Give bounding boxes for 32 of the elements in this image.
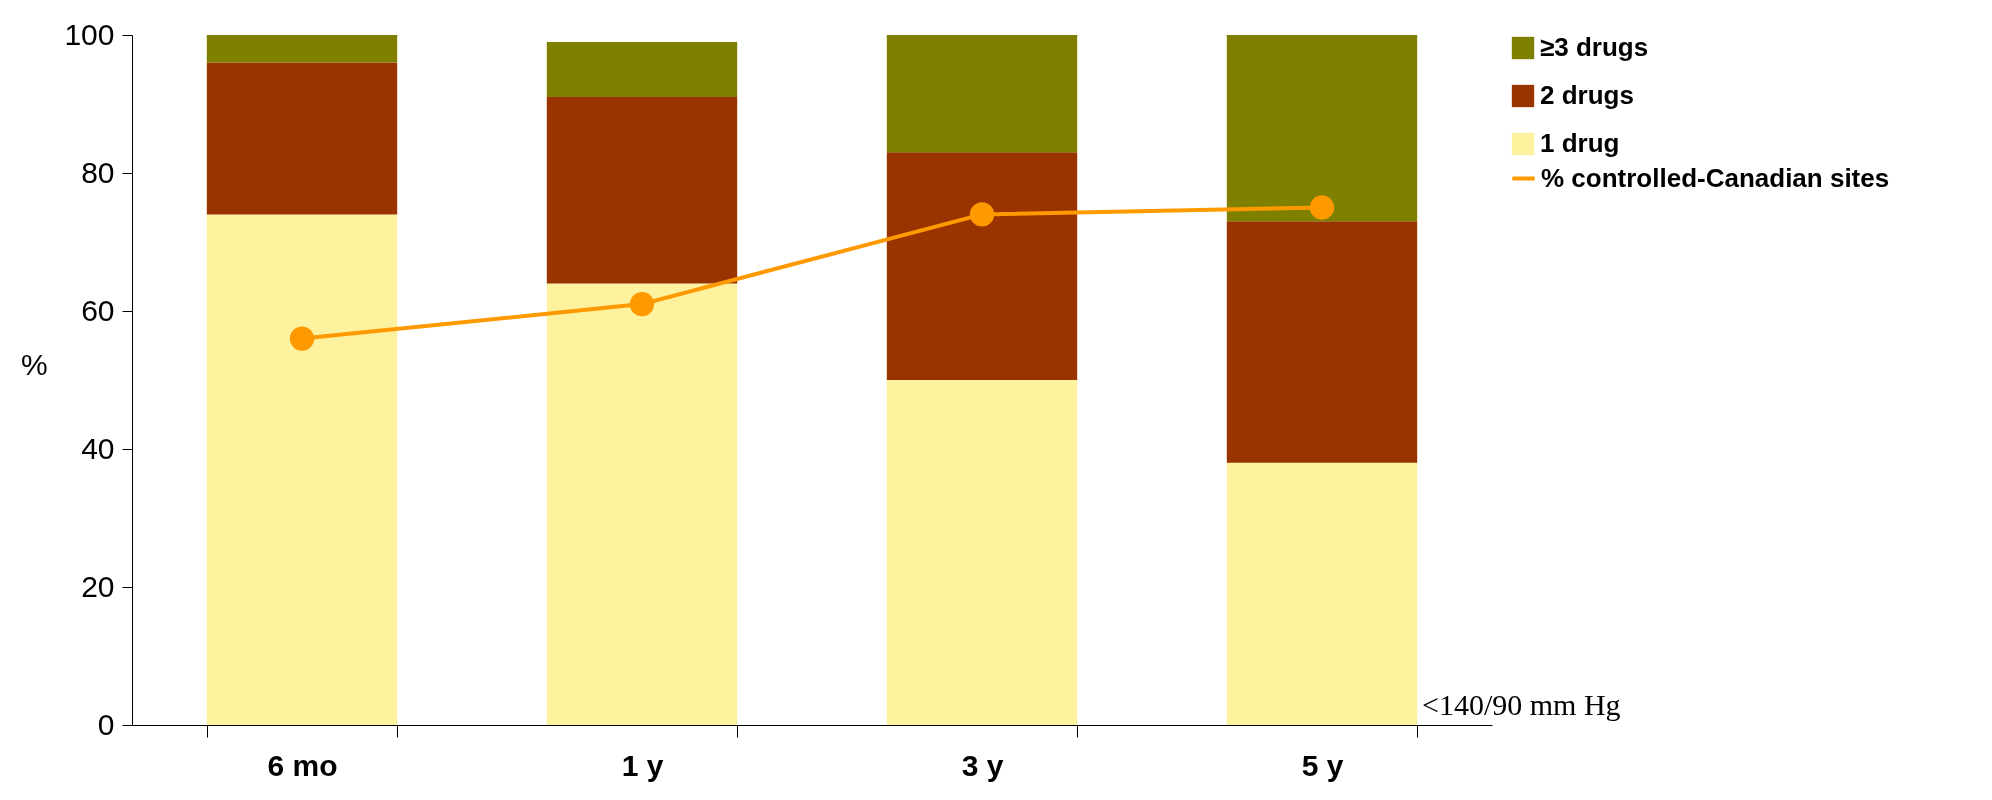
bar (1226, 221, 1418, 463)
annotation: <140/90 mm Hg (1422, 688, 1621, 721)
bar (546, 97, 738, 284)
y-tick-label: 80 (81, 155, 115, 189)
bar (886, 35, 1078, 153)
y-tick-label: 40 (81, 431, 115, 465)
x-tick-label: 6 mo (267, 748, 338, 782)
bar (1226, 462, 1418, 725)
bar (1226, 35, 1418, 222)
legend-label: 2 drugs (1540, 80, 1634, 110)
bar (546, 283, 738, 725)
bar (206, 35, 398, 63)
bar (546, 41, 738, 98)
y-tick-label: 100 (64, 17, 115, 51)
bar (206, 62, 398, 215)
point (629, 291, 655, 317)
x-tick-label: 1 y (621, 748, 664, 782)
legend-label: 1 drug (1540, 128, 1620, 158)
legend-label: ≥3 drugs (1540, 32, 1649, 62)
y-tick-label: 60 (81, 293, 115, 327)
bar (206, 214, 398, 725)
point (289, 326, 315, 351)
x-tick-label: 3 y (961, 748, 1004, 782)
point (1309, 195, 1335, 220)
y-axis-title: % (21, 347, 48, 381)
bar (886, 152, 1078, 380)
bar (886, 380, 1078, 725)
point (969, 202, 995, 227)
legend-label: % controlled-Canadian sites (1541, 162, 1890, 193)
y-tick-label: 0 (97, 707, 115, 741)
y-tick-label: 20 (81, 569, 115, 603)
x-tick-label: 5 y (1301, 748, 1344, 782)
